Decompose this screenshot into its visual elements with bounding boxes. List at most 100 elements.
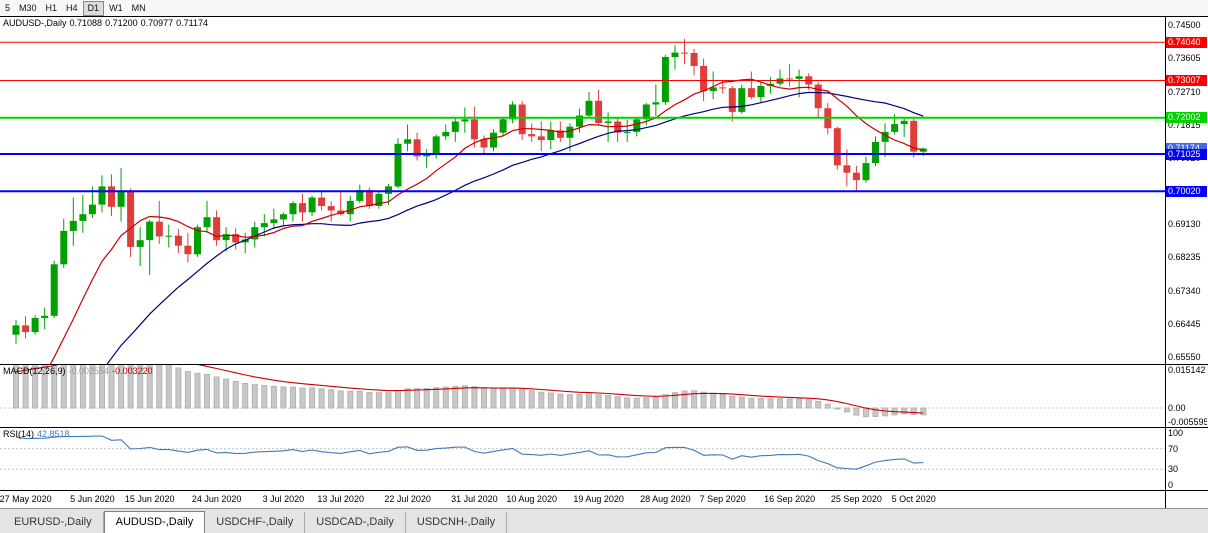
- candlestick-chart[interactable]: [0, 17, 1165, 364]
- candle-body: [700, 65, 708, 92]
- rsi-value: 42.8518: [37, 429, 70, 439]
- timeframe-button-5[interactable]: 5: [5, 2, 11, 13]
- macd-label: MACD(12,26,9): [3, 366, 66, 376]
- macd-histogram-bar: [547, 392, 554, 409]
- macd-histogram-bar: [280, 386, 287, 409]
- candle-body: [595, 100, 603, 123]
- macd-histogram-bar: [910, 407, 917, 415]
- candle-body: [776, 78, 784, 84]
- macd-histogram-bar: [901, 407, 908, 415]
- macd-histogram-bar: [385, 392, 392, 409]
- macd-chart[interactable]: [0, 365, 1165, 427]
- chart-tab-audusd-daily[interactable]: AUDUSD-,Daily: [103, 511, 206, 533]
- timeframe-button-h4[interactable]: H4: [66, 2, 78, 13]
- macd-histogram-bar: [309, 387, 316, 409]
- macd-axis: 0.015142 0.00 -0.005595: [1165, 365, 1207, 427]
- macd-histogram-bar: [184, 371, 191, 409]
- macd-plot[interactable]: MACD(12,26,9) -0.002554 -0.003220: [0, 365, 1165, 427]
- macd-histogram-bar: [767, 398, 774, 409]
- candle-body: [795, 76, 803, 79]
- macd-histogram-bar: [691, 390, 698, 409]
- candle-body: [690, 53, 698, 66]
- candle-body: [12, 325, 20, 335]
- symbol-timeframe-label: AUDUSD-,Daily: [3, 18, 67, 28]
- price-axis-label: 0.71815: [1168, 119, 1201, 130]
- date-axis-label: 10 Aug 2020: [506, 494, 557, 504]
- macd-histogram-bar: [700, 391, 707, 409]
- level-price-badge: 0.74040: [1166, 36, 1207, 48]
- candle-body: [184, 245, 192, 255]
- macd-histogram-bar: [757, 398, 764, 409]
- candle-body: [79, 214, 87, 221]
- timeframe-button-w1[interactable]: W1: [109, 2, 123, 13]
- macd-histogram-bar: [738, 396, 745, 409]
- candle-body: [919, 148, 927, 152]
- candle-body: [881, 131, 889, 142]
- macd-histogram-bar: [643, 397, 650, 409]
- macd-histogram-bar: [366, 391, 373, 409]
- macd-histogram-bar: [423, 388, 430, 409]
- candle-body: [423, 154, 431, 157]
- macd-histogram-bar: [805, 399, 812, 409]
- timeframe-button-d1[interactable]: D1: [82, 0, 105, 16]
- candle-body: [451, 121, 459, 132]
- chart-tab-usdchf-daily[interactable]: USDCHF-,Daily: [205, 512, 306, 533]
- candle-body: [365, 190, 373, 206]
- candle-body: [127, 192, 135, 247]
- candle-body: [872, 141, 879, 163]
- chart-tab-bar: EURUSD-,Daily AUDUSD-,Daily USDCHF-,Daily U…: [0, 508, 1208, 533]
- candle-body: [547, 130, 555, 140]
- price-axis-label: 0.65550: [1168, 352, 1201, 362]
- macd-histogram-bar: [414, 388, 421, 409]
- candle-body: [375, 193, 383, 206]
- timeframe-button-h1[interactable]: H1: [45, 2, 58, 13]
- date-axis-label: 5 Jun 2020: [70, 494, 115, 504]
- macd-histogram-bar: [586, 393, 592, 409]
- candle-body: [146, 221, 154, 241]
- date-axis-label: 24 Jun 2020: [191, 494, 242, 504]
- candle-body: [499, 119, 507, 133]
- candle-body: [843, 165, 851, 173]
- macd-histogram-bar: [500, 388, 507, 409]
- candle-body: [394, 143, 402, 187]
- macd-histogram-bar: [223, 378, 230, 409]
- candle-body: [88, 204, 96, 215]
- candle-body: [891, 124, 899, 132]
- macd-histogram-bar: [118, 365, 125, 409]
- price-axis-label: 0.73605: [1168, 53, 1201, 64]
- ma-fast-line: [49, 78, 924, 364]
- macd-histogram-bar: [863, 407, 869, 418]
- chart-tab-usdcnh-daily[interactable]: USDCNH-,Daily: [406, 512, 508, 533]
- main-chart-plot[interactable]: AUDUSD-,Daily 0.71088 0.71200 0.70977 0.7117…: [0, 17, 1165, 364]
- macd-histogram-bar: [519, 388, 526, 409]
- chart-tab-usdcad-daily[interactable]: USDCAD-,Daily: [305, 512, 406, 533]
- macd-histogram-bar: [824, 403, 831, 409]
- time-axis: 27 May 2020 5 Jun 2020 15 Jun 2020 24 Jun 2…: [0, 491, 1165, 508]
- candle-body: [327, 206, 335, 211]
- macd-histogram-bar: [60, 365, 67, 409]
- macd-histogram-bar: [538, 391, 545, 409]
- macd-histogram-bar: [719, 393, 726, 409]
- macd-histogram-bar: [108, 365, 115, 409]
- macd-histogram-bar: [748, 397, 755, 409]
- candle-body: [232, 234, 240, 243]
- rsi-axis-label: 0: [1168, 479, 1174, 490]
- rsi-chart[interactable]: [0, 428, 1165, 490]
- level-price-badge: 0.73007: [1166, 75, 1207, 86]
- candle-body: [108, 186, 115, 207]
- timeframe-button-mn[interactable]: MN: [131, 2, 146, 13]
- candle-body: [566, 126, 574, 138]
- macd-axis-label: -0.005595: [1168, 417, 1207, 427]
- timeframe-toolbar: 5 M30 H1 H4 D1 W1 MN: [0, 0, 1208, 17]
- rsi-label: RSI(14): [3, 429, 35, 439]
- macd-histogram-bar: [796, 398, 803, 409]
- timeframe-button-m30[interactable]: M30: [19, 2, 37, 13]
- macd-histogram-bar: [232, 381, 239, 409]
- main-chart-panel: AUDUSD-,Daily 0.71088 0.71200 0.70977 0.7117…: [0, 17, 1208, 364]
- macd-histogram-bar: [490, 388, 497, 409]
- chart-tab-eurusd-daily[interactable]: EURUSD-,Daily: [3, 512, 104, 533]
- date-axis-label: 25 Sep 2020: [830, 494, 882, 504]
- price-axis-label: 0.74500: [1168, 20, 1201, 31]
- rsi-plot[interactable]: RSI(14) 42.8518: [0, 428, 1165, 490]
